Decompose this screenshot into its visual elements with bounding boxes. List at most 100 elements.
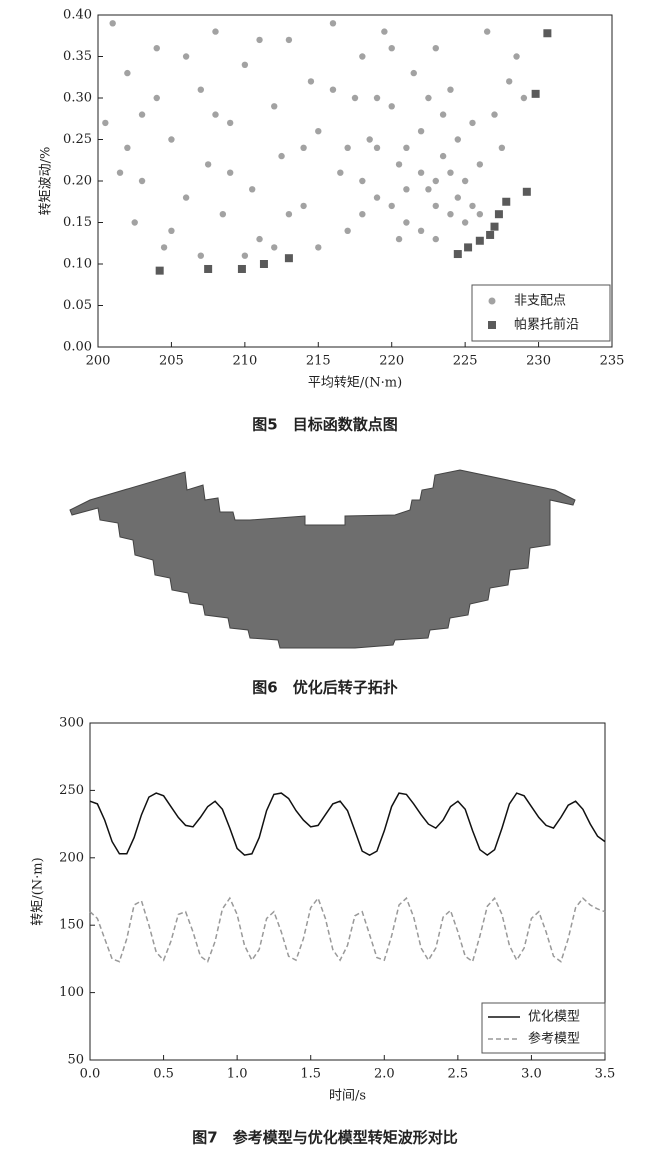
point <box>476 211 484 218</box>
x-tick-label: 220 <box>379 354 404 369</box>
point <box>513 53 520 60</box>
y-tick-label: 0.30 <box>63 91 92 106</box>
y-tick-label: 0.00 <box>63 340 92 355</box>
pareto-point <box>543 29 552 38</box>
point <box>403 186 410 193</box>
y-tick-label: 0.20 <box>63 174 92 189</box>
pareto-point <box>494 210 503 219</box>
point <box>461 219 469 226</box>
point <box>102 119 109 127</box>
legend-box <box>471 284 611 342</box>
point <box>447 211 454 218</box>
pareto-point <box>284 254 293 263</box>
y-axis-label: 转矩/(N·m) <box>31 857 46 925</box>
pareto-point <box>237 264 246 273</box>
point <box>124 144 131 151</box>
legend-label: 非支配点 <box>514 294 566 309</box>
y-tick-label: 250 <box>59 783 84 798</box>
x-tick-label: 1.5 <box>300 1067 321 1082</box>
point <box>461 177 469 185</box>
point <box>315 128 322 135</box>
y-axis-label: 转矩波动/% <box>39 147 54 216</box>
pareto-point <box>531 89 540 98</box>
x-tick-label: 3.0 <box>521 1067 542 1082</box>
pareto-point <box>453 250 462 259</box>
pareto-point <box>155 266 164 275</box>
legend-box <box>481 1002 606 1054</box>
point <box>359 211 366 218</box>
plot-frame <box>89 722 606 1061</box>
point <box>417 169 425 176</box>
point <box>160 244 168 251</box>
caption: 图6 优化后转子拓扑 <box>252 679 397 697</box>
point <box>124 69 131 77</box>
point <box>337 169 344 176</box>
point <box>520 94 528 102</box>
y-tick-label: 0.15 <box>63 215 92 230</box>
point <box>359 53 366 60</box>
point <box>432 45 439 52</box>
point <box>454 136 461 143</box>
y-tick-label: 300 <box>59 716 84 731</box>
legend-label: 帕累托前沿 <box>514 317 579 333</box>
point <box>197 86 204 93</box>
point <box>271 244 278 251</box>
point <box>109 20 116 27</box>
point <box>381 28 388 35</box>
x-axis-label: 时间/s <box>329 1089 366 1104</box>
point <box>329 86 337 93</box>
pareto-point <box>475 236 484 245</box>
y-tick-label: 200 <box>59 850 84 865</box>
point <box>285 36 293 44</box>
point <box>373 144 381 151</box>
point <box>153 45 160 52</box>
y-tick-label: 0.05 <box>63 298 92 313</box>
point <box>204 161 212 168</box>
point <box>388 45 395 52</box>
caption: 图7 参考模型与优化模型转矩波形对比 <box>192 1129 457 1147</box>
point <box>351 94 359 102</box>
point <box>138 177 146 185</box>
point <box>131 219 138 226</box>
point <box>226 119 234 127</box>
point <box>469 119 476 127</box>
pareto-point <box>464 243 473 252</box>
point <box>315 244 322 251</box>
point <box>300 144 307 151</box>
x-tick-label: 1.0 <box>227 1067 248 1082</box>
point <box>439 111 447 118</box>
point <box>241 252 249 259</box>
point <box>212 28 219 35</box>
x-tick-label: 200 <box>86 354 111 369</box>
point <box>417 128 425 135</box>
point <box>116 169 124 176</box>
legend-swatch <box>488 297 496 305</box>
point <box>359 177 366 185</box>
x-tick-label: 3.5 <box>595 1067 616 1082</box>
point <box>344 144 351 151</box>
point <box>506 78 513 85</box>
pareto-point <box>522 187 531 196</box>
line-series <box>89 896 606 963</box>
x-tick-label: 210 <box>232 354 257 369</box>
point <box>491 111 498 118</box>
point <box>395 235 403 243</box>
x-axis-label: 平均转矩/(N·m) <box>308 376 402 391</box>
point <box>483 28 491 35</box>
x-tick-label: 2.5 <box>448 1067 469 1082</box>
legend-swatch <box>488 321 496 329</box>
x-tick-label: 225 <box>453 354 478 369</box>
pareto-point <box>486 230 495 239</box>
y-tick-label: 100 <box>59 985 84 1000</box>
x-tick-label: 205 <box>159 354 184 369</box>
caption: 图5 目标函数散点图 <box>252 416 397 434</box>
point <box>197 252 204 259</box>
point <box>395 161 403 168</box>
x-tick-label: 230 <box>526 354 551 369</box>
point <box>249 186 256 193</box>
y-tick-label: 150 <box>59 918 84 933</box>
point <box>307 78 315 85</box>
point <box>344 227 351 234</box>
point <box>476 161 484 168</box>
